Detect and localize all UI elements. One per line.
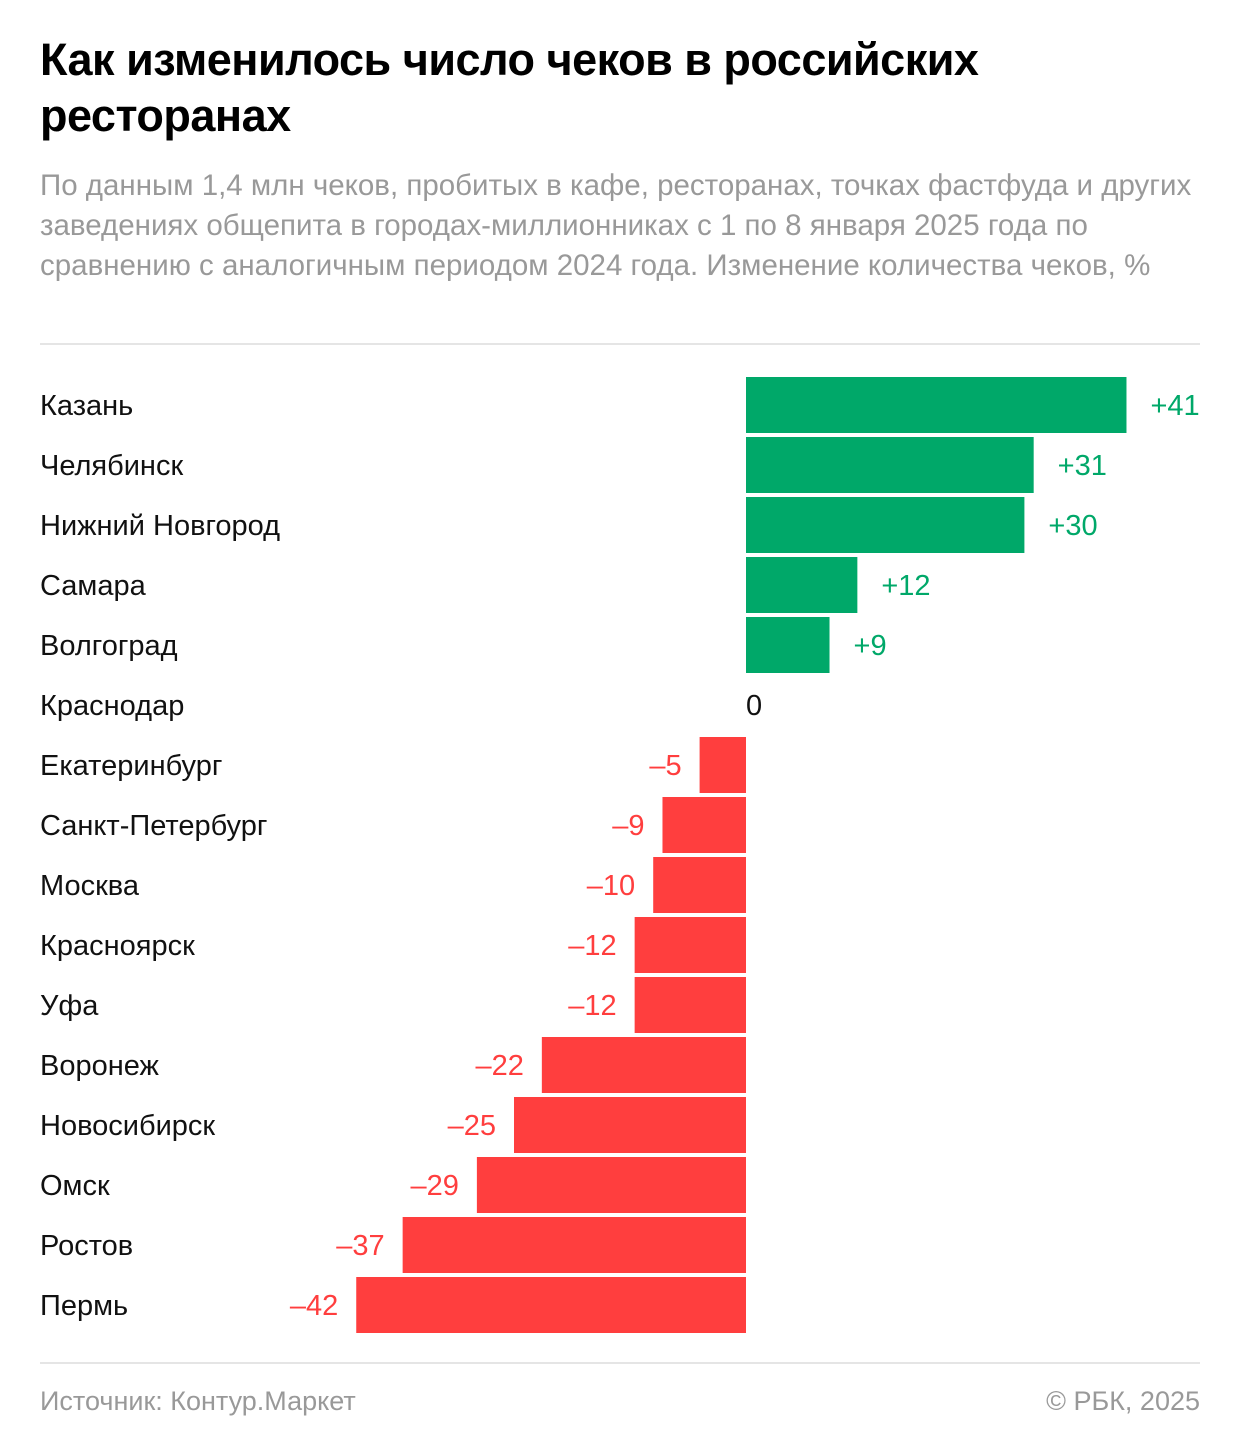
category-label: Самара (40, 570, 147, 602)
category-label: Красноярск (40, 930, 195, 962)
bar (746, 497, 1025, 553)
bar (746, 437, 1034, 493)
value-label: –12 (568, 930, 616, 962)
bar (662, 797, 746, 853)
bar (356, 1277, 746, 1333)
value-label: –10 (587, 870, 635, 902)
category-label: Пермь (40, 1290, 128, 1322)
value-label: –42 (290, 1290, 338, 1322)
bar-chart: Казань +41 Челябинск +31 Нижний Новгород +30 С… (40, 377, 1200, 1333)
category-label: Воронеж (40, 1050, 160, 1082)
bar (746, 377, 1127, 433)
category-label: Ростов (40, 1230, 133, 1262)
value-label: –9 (612, 810, 644, 842)
value-label: +41 (1150, 390, 1199, 422)
bar (634, 977, 746, 1033)
bar (746, 617, 830, 673)
value-label: +9 (854, 630, 887, 662)
value-label: –29 (410, 1170, 458, 1202)
value-label: +31 (1058, 450, 1107, 482)
value-label: +12 (881, 570, 930, 602)
value-label: –37 (336, 1230, 384, 1262)
top-divider (40, 343, 1200, 345)
bottom-divider (40, 1362, 1200, 1364)
category-label: Санкт-Петербург (40, 810, 267, 842)
chart-subtitle: По данным 1,4 млн чеков, пробитых в кафе… (40, 169, 1192, 282)
category-label: Новосибирск (40, 1110, 215, 1142)
bar (541, 1037, 746, 1093)
value-label: –5 (649, 750, 681, 782)
value-label: –12 (568, 990, 616, 1022)
bar (653, 857, 746, 913)
value-label: –22 (475, 1050, 523, 1082)
value-label: –25 (448, 1110, 496, 1142)
category-label: Нижний Новгород (40, 510, 280, 542)
bar (699, 737, 746, 793)
source-note: Источник: Контур.Маркет (40, 1386, 356, 1416)
category-label: Екатеринбург (40, 750, 222, 782)
category-label: Уфа (40, 990, 99, 1022)
bar (476, 1157, 746, 1213)
category-label: Омск (40, 1170, 110, 1202)
value-label: +30 (1048, 510, 1097, 542)
bar (514, 1097, 746, 1153)
chart-title: Как изменилось число чеков в российских … (40, 34, 979, 141)
bar (746, 557, 858, 613)
category-label: Челябинск (40, 450, 183, 482)
category-label: Волгоград (40, 630, 178, 662)
bar (634, 917, 746, 973)
category-label: Казань (40, 390, 133, 422)
category-label: Москва (40, 870, 140, 902)
category-label: Краснодар (40, 690, 184, 722)
bar (402, 1217, 746, 1273)
value-label: 0 (746, 690, 762, 722)
copyright-note: © РБК, 2025 (1046, 1386, 1200, 1416)
